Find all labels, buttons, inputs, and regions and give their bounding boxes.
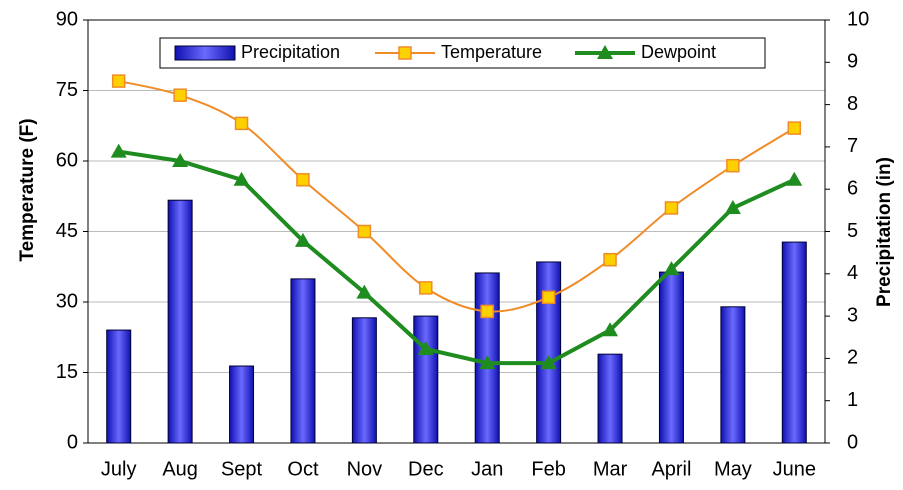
x-tick-label: July xyxy=(101,458,137,480)
bar xyxy=(536,261,562,444)
marker xyxy=(173,88,187,102)
y2-tick-label: 8 xyxy=(847,93,858,115)
x-tick-label: June xyxy=(773,458,816,480)
y2-axis-title: Precipitation (in) xyxy=(874,157,895,307)
x-tick-label: April xyxy=(651,458,691,480)
bar xyxy=(167,199,193,444)
x-tick-label: Jan xyxy=(471,458,503,480)
bar xyxy=(781,241,807,444)
marker xyxy=(479,355,496,370)
y2-tick-label: 5 xyxy=(847,220,858,242)
bar xyxy=(229,365,255,444)
plot-frame xyxy=(87,19,826,444)
x-tick-label: Sept xyxy=(221,458,263,480)
marker xyxy=(726,158,740,173)
bar xyxy=(597,353,623,444)
marker xyxy=(602,322,619,337)
x-tick-label: Dec xyxy=(408,458,444,480)
bar xyxy=(474,272,500,444)
marker xyxy=(603,252,617,267)
marker xyxy=(294,232,311,247)
x-tick-label: Oct xyxy=(287,458,319,480)
marker xyxy=(664,201,679,215)
marker xyxy=(110,143,127,158)
legend-label: Dewpoint xyxy=(641,42,716,62)
bar xyxy=(413,315,439,444)
y-axis-title: Temperature (F) xyxy=(17,118,38,261)
y2-tick-label: 1 xyxy=(847,389,858,411)
marker xyxy=(663,261,680,276)
line xyxy=(118,149,796,366)
marker xyxy=(233,171,250,186)
y2-tick-label: 6 xyxy=(847,177,858,199)
x-tick-label: May xyxy=(714,458,752,480)
marker xyxy=(356,284,373,299)
legend-label: Temperature xyxy=(441,42,542,62)
y2-tick-label: 4 xyxy=(847,262,858,284)
marker xyxy=(786,171,803,186)
marker xyxy=(357,224,372,239)
legend-swatch xyxy=(174,45,236,61)
marker xyxy=(540,355,557,370)
marker xyxy=(541,290,556,305)
y2-tick-label: 3 xyxy=(847,304,858,326)
x-tick-label: Aug xyxy=(162,458,198,480)
y2-tick-label: 0 xyxy=(847,431,858,453)
legend-label: Precipitation xyxy=(241,42,340,62)
x-tick-label: Mar xyxy=(593,458,628,480)
y-tick-label: 75 xyxy=(56,79,78,101)
legend-marker xyxy=(597,45,613,59)
marker xyxy=(419,281,433,295)
bar xyxy=(720,306,746,444)
marker xyxy=(172,153,189,167)
bar xyxy=(106,329,132,444)
marker xyxy=(296,173,310,187)
y-tick-label: 90 xyxy=(56,8,78,30)
bar xyxy=(290,278,316,444)
line xyxy=(118,80,795,313)
marker xyxy=(787,121,802,135)
y-tick-label: 60 xyxy=(56,149,78,171)
x-tick-label: Feb xyxy=(531,458,565,480)
marker xyxy=(111,74,126,88)
bar xyxy=(658,271,684,444)
y2-tick-label: 7 xyxy=(847,135,858,157)
legend-box xyxy=(159,37,766,69)
y-tick-label: 15 xyxy=(56,361,78,383)
y-tick-label: 30 xyxy=(56,290,78,312)
marker xyxy=(417,341,434,355)
y-tick-label: 0 xyxy=(67,431,78,453)
marker xyxy=(724,200,741,214)
marker xyxy=(480,304,494,319)
y2-tick-label: 10 xyxy=(847,8,869,30)
y2-tick-label: 2 xyxy=(847,347,858,369)
y2-tick-label: 9 xyxy=(847,51,858,73)
y-tick-label: 45 xyxy=(56,220,78,242)
bar xyxy=(351,317,377,444)
legend-marker xyxy=(398,46,412,60)
x-tick-label: Nov xyxy=(347,458,383,480)
marker xyxy=(234,116,249,131)
